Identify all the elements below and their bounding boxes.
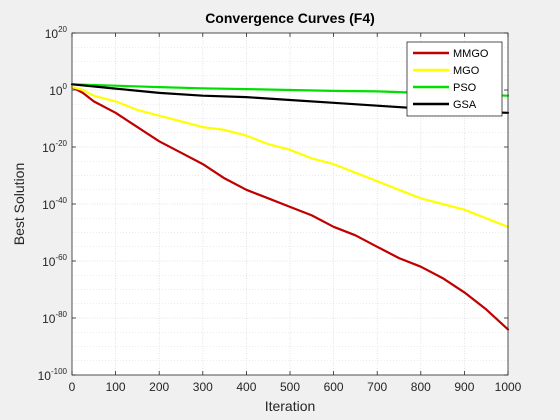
series-line-mgo — [70, 85, 510, 228]
chart-title: Convergence Curves (F4) — [205, 10, 375, 26]
y-axis-label: Best Solution — [11, 163, 27, 246]
legend-label-mmgo: MMGO — [453, 48, 489, 60]
x-tick-label: 400 — [236, 380, 256, 394]
x-tick-label: 1000 — [495, 380, 522, 394]
x-tick-label: 900 — [454, 380, 474, 394]
series-line-mmgo — [70, 85, 510, 331]
legend-label-mgo: MGO — [453, 65, 480, 77]
x-tick-label: 100 — [106, 380, 126, 394]
x-tick-label: 300 — [193, 380, 213, 394]
legend: MMGO MGO PSO GSA — [406, 41, 503, 117]
x-tick-label: 200 — [149, 380, 169, 394]
legend-label-gsa: GSA — [453, 99, 477, 111]
x-tick-label: 500 — [280, 380, 300, 394]
x-tick-label: 800 — [411, 380, 431, 394]
x-tick-label: 600 — [324, 380, 344, 394]
x-tick-label: 0 — [69, 380, 76, 394]
x-tick-label: 700 — [367, 380, 387, 394]
x-axis-label: Iteration — [265, 398, 316, 414]
legend-label-pso: PSO — [453, 82, 477, 94]
